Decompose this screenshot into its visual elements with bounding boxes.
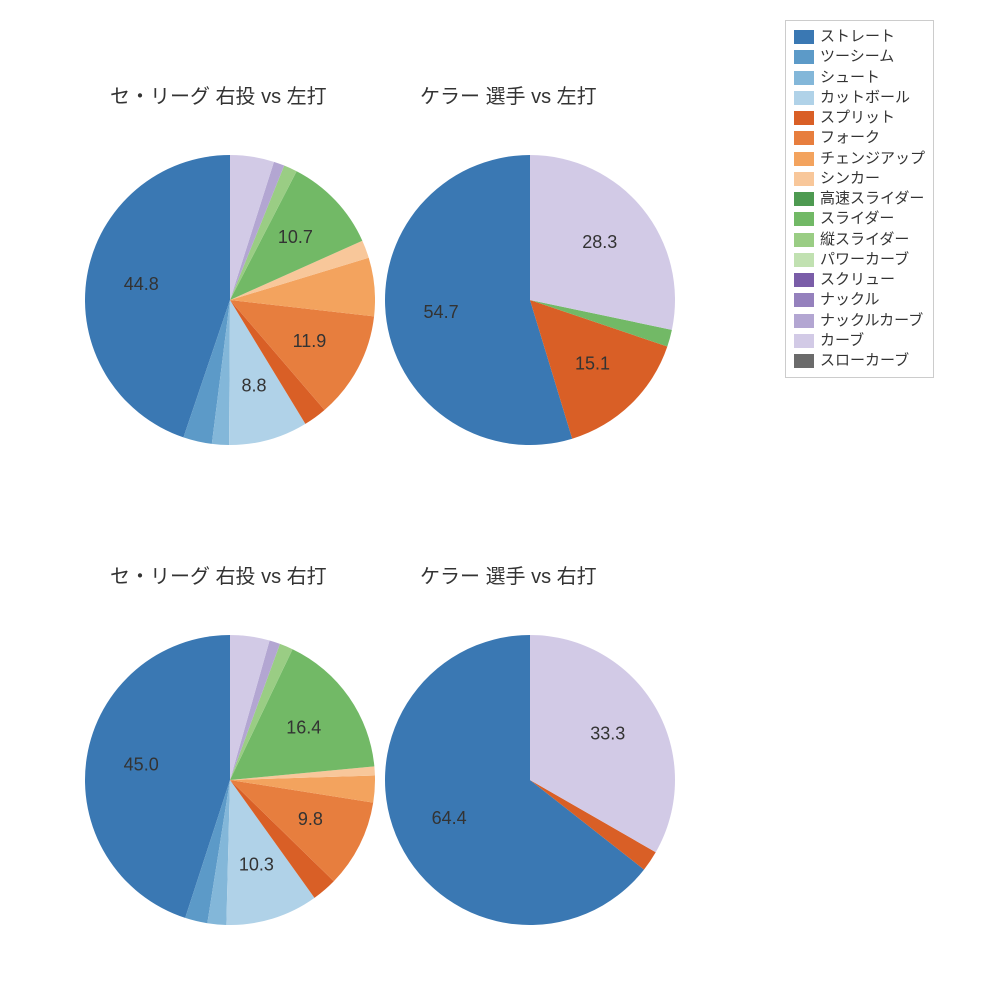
pie-slice-label: 16.4 [286, 717, 321, 737]
legend-label: チェンジアップ [820, 149, 925, 169]
legend-item: フォーク [794, 128, 925, 148]
chart-title-0: セ・リーグ 右投 vs 左打 [110, 80, 327, 109]
pie-slice-label: 9.8 [298, 809, 323, 829]
pie-slice-label: 28.3 [582, 232, 617, 252]
legend-item: ストレート [794, 27, 925, 47]
legend-label: シンカー [820, 169, 880, 189]
legend-item: ツーシーム [794, 47, 925, 67]
chart-title-1: ケラー 選手 vs 左打 [420, 80, 597, 109]
legend-item: ナックル [794, 290, 925, 310]
legend-swatch [794, 71, 814, 85]
legend-swatch [794, 172, 814, 186]
legend-label: パワーカーブ [820, 250, 909, 270]
legend-label: スライダー [820, 209, 894, 229]
pie-slice-label: 10.7 [278, 227, 313, 247]
legend-swatch [794, 212, 814, 226]
legend-item: チェンジアップ [794, 149, 925, 169]
legend-label: フォーク [820, 128, 880, 148]
legend-label: カットボール [820, 88, 910, 108]
legend-swatch [794, 91, 814, 105]
legend-item: ナックルカーブ [794, 311, 925, 331]
pie-slice-label: 15.1 [575, 353, 610, 373]
legend-label: シュート [820, 68, 880, 88]
legend-item: スプリット [794, 108, 925, 128]
legend-label: スクリュー [820, 270, 895, 290]
legend-label: ツーシーム [820, 47, 894, 67]
legend-label: スプリット [820, 108, 895, 128]
pie-slice-label: 8.8 [241, 375, 266, 395]
chart-title-2: セ・リーグ 右投 vs 右打 [110, 560, 327, 589]
legend-label: 縦スライダー [820, 230, 909, 250]
legend-item: シンカー [794, 169, 925, 189]
legend-item: 高速スライダー [794, 189, 925, 209]
legend-swatch [794, 50, 814, 64]
legend-swatch [794, 131, 814, 145]
pie-chart-3: 64.4 33.3 [385, 635, 675, 930]
legend-item: スローカーブ [794, 351, 925, 371]
pie-slice-label: 11.9 [293, 331, 327, 351]
legend-item: 縦スライダー [794, 230, 925, 250]
legend-swatch [794, 293, 814, 307]
legend-item: スライダー [794, 209, 925, 229]
legend-swatch [794, 192, 814, 206]
pie-chart-1: 54.7 15.1 28.3 [385, 155, 675, 450]
legend-item: カーブ [794, 331, 925, 351]
legend-label: スローカーブ [820, 351, 909, 371]
pie-chart-0: 44.8 8.8 11.9 10.7 [85, 155, 375, 450]
legend-label: 高速スライダー [820, 189, 924, 209]
pie-slice-label: 10.3 [239, 855, 274, 875]
legend-swatch [794, 314, 814, 328]
legend: ストレートツーシームシュートカットボールスプリットフォークチェンジアップシンカー… [785, 20, 934, 378]
legend-swatch [794, 273, 814, 287]
legend-swatch [794, 233, 814, 247]
legend-swatch [794, 334, 814, 348]
pie-slice-label: 44.8 [124, 274, 159, 294]
legend-item: パワーカーブ [794, 250, 925, 270]
legend-label: ナックルカーブ [820, 311, 923, 331]
pie-slice-label: 64.4 [432, 808, 467, 828]
chart-title-3: ケラー 選手 vs 右打 [420, 560, 597, 589]
pie-chart-2: 45.0 10.3 9.8 16.4 [85, 635, 375, 930]
legend-label: ストレート [820, 27, 895, 47]
pie-slice-label: 54.7 [424, 302, 459, 322]
legend-swatch [794, 152, 814, 166]
legend-label: カーブ [820, 331, 864, 351]
legend-swatch [794, 354, 814, 368]
legend-item: カットボール [794, 88, 925, 108]
legend-item: シュート [794, 68, 925, 88]
pie-slice-label: 45.0 [124, 755, 159, 775]
legend-item: スクリュー [794, 270, 925, 290]
legend-swatch [794, 30, 814, 44]
figure-root: { "palette": { "ストレート": "#3a78b3", "ツーシー… [0, 0, 1000, 1000]
legend-swatch [794, 253, 814, 267]
pie-slice-label: 33.3 [590, 724, 625, 744]
legend-swatch [794, 111, 814, 125]
legend-label: ナックル [820, 290, 880, 310]
